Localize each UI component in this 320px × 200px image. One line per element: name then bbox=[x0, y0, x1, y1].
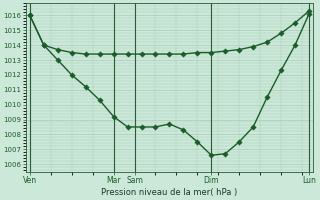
X-axis label: Pression niveau de la mer( hPa ): Pression niveau de la mer( hPa ) bbox=[101, 188, 237, 197]
